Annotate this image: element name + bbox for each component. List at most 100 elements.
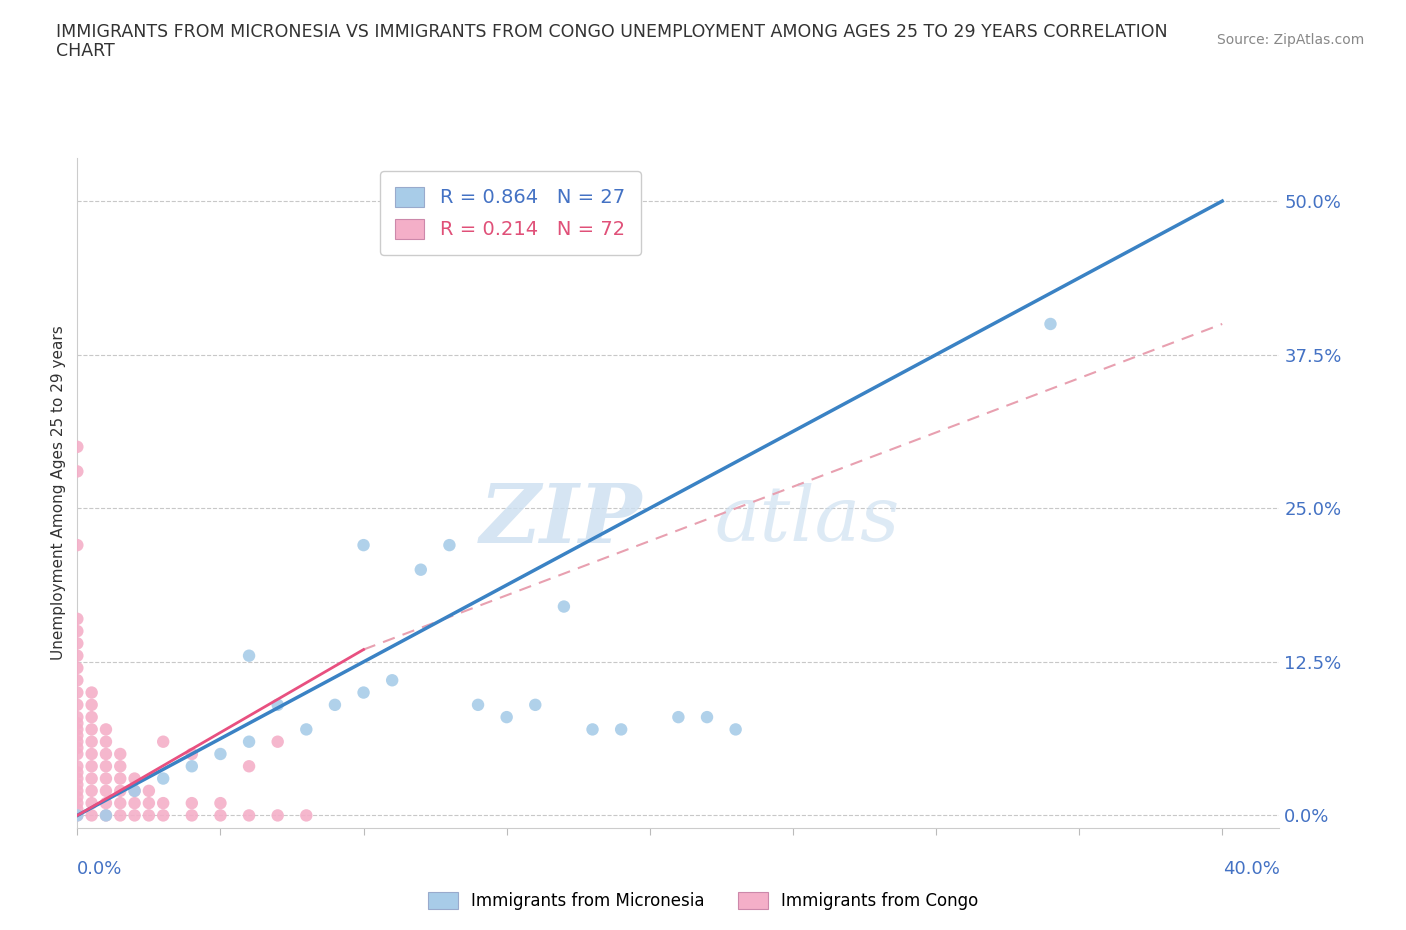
Point	[180, 796, 202, 811]
Point	[209, 796, 232, 811]
Text: Source: ZipAtlas.com: Source: ZipAtlas.com	[1216, 33, 1364, 46]
Point	[238, 759, 260, 774]
Point	[66, 710, 89, 724]
Text: atlas: atlas	[714, 483, 900, 557]
Point	[110, 796, 132, 811]
Point	[94, 808, 117, 823]
Point	[66, 636, 89, 651]
Point	[110, 783, 132, 798]
Point	[66, 538, 89, 552]
Point	[66, 611, 89, 626]
Point	[80, 771, 103, 786]
Point	[66, 796, 89, 811]
Point	[110, 808, 132, 823]
Point	[238, 648, 260, 663]
Point	[110, 747, 132, 762]
Point	[1039, 316, 1062, 331]
Point	[124, 808, 146, 823]
Point	[295, 808, 318, 823]
Point	[80, 735, 103, 750]
Point	[80, 685, 103, 700]
Point	[66, 648, 89, 663]
Point	[581, 722, 603, 737]
Point	[66, 777, 89, 792]
Point	[94, 808, 117, 823]
Point	[80, 783, 103, 798]
Point	[94, 783, 117, 798]
Point	[152, 796, 174, 811]
Point	[267, 808, 290, 823]
Point	[80, 808, 103, 823]
Point	[267, 698, 290, 712]
Point	[666, 710, 689, 724]
Point	[66, 716, 89, 731]
Point	[209, 747, 232, 762]
Point	[94, 759, 117, 774]
Point	[80, 698, 103, 712]
Point	[66, 722, 89, 737]
Point	[66, 464, 89, 479]
Legend: R = 0.864   N = 27, R = 0.214   N = 72: R = 0.864 N = 27, R = 0.214 N = 72	[380, 171, 641, 255]
Point	[467, 698, 489, 712]
Point	[80, 722, 103, 737]
Point	[94, 722, 117, 737]
Point	[66, 685, 89, 700]
Point	[209, 808, 232, 823]
Point	[66, 698, 89, 712]
Point	[138, 783, 160, 798]
Point	[524, 698, 547, 712]
Point	[66, 728, 89, 743]
Point	[66, 808, 89, 823]
Legend: Immigrants from Micronesia, Immigrants from Congo: Immigrants from Micronesia, Immigrants f…	[420, 885, 986, 917]
Point	[80, 747, 103, 762]
Point	[66, 747, 89, 762]
Point	[110, 759, 132, 774]
Point	[152, 735, 174, 750]
Point	[724, 722, 747, 737]
Point	[124, 783, 146, 798]
Point	[66, 672, 89, 687]
Text: 0.0%: 0.0%	[77, 860, 122, 878]
Point	[66, 802, 89, 817]
Text: IMMIGRANTS FROM MICRONESIA VS IMMIGRANTS FROM CONGO UNEMPLOYMENT AMONG AGES 25 T: IMMIGRANTS FROM MICRONESIA VS IMMIGRANTS…	[56, 23, 1168, 41]
Point	[80, 710, 103, 724]
Text: CHART: CHART	[56, 42, 115, 60]
Point	[152, 771, 174, 786]
Text: 40.0%: 40.0%	[1223, 860, 1279, 878]
Point	[439, 538, 461, 552]
Point	[495, 710, 517, 724]
Point	[66, 740, 89, 755]
Point	[138, 796, 160, 811]
Text: ZIP: ZIP	[479, 480, 643, 560]
Point	[180, 747, 202, 762]
Point	[381, 672, 404, 687]
Point	[124, 783, 146, 798]
Point	[80, 759, 103, 774]
Point	[66, 439, 89, 454]
Point	[138, 808, 160, 823]
Point	[66, 808, 89, 823]
Point	[124, 796, 146, 811]
Y-axis label: Unemployment Among Ages 25 to 29 years: Unemployment Among Ages 25 to 29 years	[51, 326, 66, 660]
Point	[66, 759, 89, 774]
Point	[66, 765, 89, 780]
Point	[610, 722, 633, 737]
Point	[696, 710, 718, 724]
Point	[66, 771, 89, 786]
Point	[66, 660, 89, 675]
Point	[66, 783, 89, 798]
Point	[94, 735, 117, 750]
Point	[124, 771, 146, 786]
Point	[180, 808, 202, 823]
Point	[323, 698, 346, 712]
Point	[353, 685, 375, 700]
Point	[180, 759, 202, 774]
Point	[66, 624, 89, 639]
Point	[110, 771, 132, 786]
Point	[267, 735, 290, 750]
Point	[94, 747, 117, 762]
Point	[80, 796, 103, 811]
Point	[553, 599, 575, 614]
Point	[238, 808, 260, 823]
Point	[66, 735, 89, 750]
